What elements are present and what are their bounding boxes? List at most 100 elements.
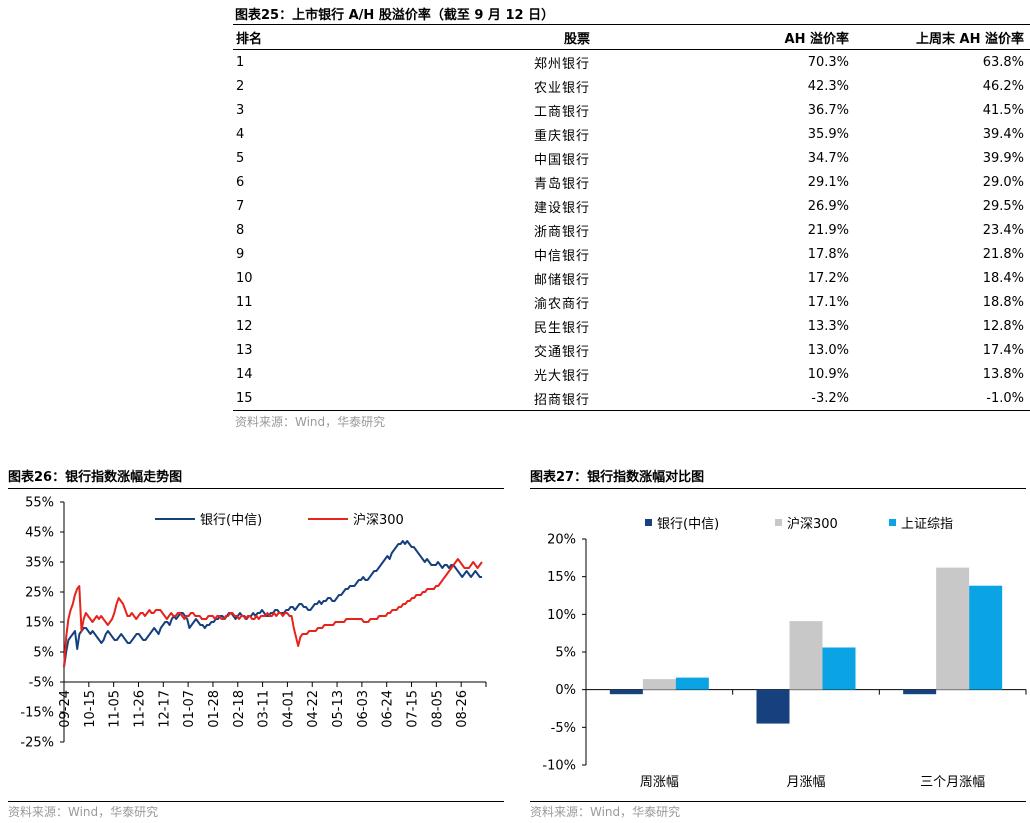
x-tick-label: 06-03 [356, 690, 371, 728]
category-label: 周涨幅 [640, 775, 679, 790]
cell-rank: 7 [236, 198, 245, 214]
cell-rank: 1 [236, 54, 245, 70]
cell-last-week-premium: 21.8% [982, 246, 1024, 262]
series-line-bank-index [63, 540, 482, 668]
x-tick-label: 02-18 [232, 690, 247, 728]
chart26-title: 图表26：银行指数涨幅走势图 [8, 470, 183, 485]
cell-last-week-premium: 18.8% [982, 294, 1024, 310]
x-tick-label: 08-05 [430, 690, 445, 728]
x-tick-label: 12-17 [157, 690, 172, 728]
x-tick-label: 04-22 [306, 690, 321, 728]
cell-rank: 6 [236, 174, 245, 190]
x-tick-label: 11-05 [108, 690, 123, 728]
cell-ah-premium: 10.9% [807, 366, 849, 382]
chart27-bottom-rule [530, 801, 1026, 802]
cell-stock: 交通银行 [533, 344, 590, 360]
cell-last-week-premium: 46.2% [982, 78, 1024, 94]
cell-stock: 工商银行 [533, 104, 590, 120]
cell-ah-premium: 35.9% [807, 126, 849, 142]
table-row: 4 重庆银行 35.9% 39.4% [233, 122, 1030, 146]
cell-ah-premium: 26.9% [807, 198, 849, 214]
y-tick-label: 0% [555, 683, 576, 698]
y-tick-label: 25% [25, 586, 54, 601]
cell-last-week-premium: 13.8% [982, 366, 1024, 382]
cell-last-week-premium: 12.8% [982, 318, 1024, 334]
table-row: 9 中信银行 17.8% 21.8% [233, 242, 1030, 266]
y-tick-label: 55% [25, 496, 54, 511]
cell-stock: 民生银行 [533, 320, 590, 336]
bar-sse-composite [969, 585, 1003, 690]
y-tick-label: -25% [20, 736, 54, 751]
cell-stock: 招商银行 [533, 392, 590, 408]
cell-last-week-premium: 23.4% [982, 222, 1024, 238]
cell-rank: 11 [236, 294, 253, 310]
cell-ah-premium: 17.8% [807, 246, 849, 262]
cell-last-week-premium: 18.4% [982, 270, 1024, 286]
cell-stock: 中信银行 [533, 248, 590, 264]
cell-stock: 渝农商行 [533, 296, 590, 312]
cell-rank: 12 [236, 318, 253, 334]
cell-ah-premium: 70.3% [807, 54, 849, 70]
bar-csi300 [936, 567, 970, 690]
cell-rank: 2 [236, 78, 245, 94]
table-row: 6 青岛银行 29.1% 29.0% [233, 170, 1030, 194]
cell-stock: 重庆银行 [533, 128, 590, 144]
cell-stock: 邮储银行 [533, 272, 590, 288]
cell-stock: 中国银行 [533, 152, 590, 168]
y-tick-label: 5% [33, 646, 54, 661]
x-tick-label: 01-28 [207, 690, 222, 728]
chart26-source: 资料来源：Wind，华泰研究 [8, 805, 159, 819]
bar-chart-bank-index: 20% 15% 10% 5% 0% -5% -10% 周涨幅 月涨幅 三个月涨幅 银行(中信) 沪深3… [542, 516, 1027, 790]
cell-last-week-premium: 39.9% [982, 150, 1024, 166]
cell-last-week-premium: 41.5% [982, 102, 1024, 118]
table-row: 5 中国银行 34.7% 39.9% [233, 146, 1030, 170]
table-row: 1 郑州银行 70.3% 63.8% [233, 50, 1030, 75]
x-tick-label: 09-24 [58, 690, 73, 728]
bar-bank-index [609, 689, 643, 695]
cell-rank: 8 [236, 222, 245, 238]
cell-last-week-premium: 63.8% [982, 54, 1024, 70]
chart27-title: 图表27：银行指数涨幅对比图 [530, 470, 705, 485]
table-row: 11 渝农商行 17.1% 18.8% [233, 290, 1030, 314]
y-tick-label: 5% [555, 646, 576, 661]
ah-premium-table: 排名 股票 AH 溢价率 上周末 AH 溢价率 1 郑州银行 70.3% 63.8% 2… [233, 24, 1030, 411]
table-row: 13 交通银行 13.0% 17.4% [233, 338, 1030, 362]
y-tick-label: 15% [25, 616, 54, 631]
cell-stock: 农业银行 [533, 80, 590, 96]
cell-last-week-premium: 29.0% [982, 174, 1024, 190]
x-tick-label: 01-07 [182, 690, 197, 728]
bar-csi300 [642, 679, 676, 690]
x-tick-label: 04-01 [281, 690, 296, 728]
cell-stock: 青岛银行 [533, 176, 590, 192]
cell-stock: 光大银行 [533, 368, 590, 384]
chart26-bottom-rule [8, 801, 504, 802]
table-row: 7 建设银行 26.9% 29.5% [233, 194, 1030, 218]
x-tick-label: 05-13 [331, 690, 346, 728]
bar-sse-composite [822, 647, 856, 690]
cell-last-week-premium: 29.5% [982, 198, 1024, 214]
cell-ah-premium: 13.0% [807, 342, 849, 358]
x-tick-label: 08-26 [455, 690, 470, 728]
header-ah-premium: AH 溢价率 [784, 31, 849, 47]
y-tick-label: -10% [542, 759, 576, 774]
y-tick-label: -5% [551, 721, 576, 736]
cell-rank: 9 [236, 246, 245, 262]
legend-label: 沪深300 [353, 512, 404, 528]
cell-rank: 4 [236, 126, 245, 142]
cell-rank: 5 [236, 150, 245, 166]
cell-stock: 郑州银行 [533, 56, 590, 72]
table-source: 资料来源：Wind，华泰研究 [235, 415, 386, 429]
legend-label: 上证综指 [901, 517, 953, 532]
bar-bank-index [756, 689, 790, 724]
cell-ah-premium: 17.2% [807, 270, 849, 286]
x-tick-label: 06-24 [381, 690, 396, 728]
bar-csi300 [789, 621, 823, 690]
cell-ah-premium: -3.2% [811, 390, 849, 406]
cell-rank: 10 [236, 270, 253, 286]
header-last-week-premium: 上周末 AH 溢价率 [916, 31, 1024, 47]
bar-bank-index [903, 689, 937, 695]
header-rank: 排名 [236, 31, 263, 47]
table-header-row: 排名 股票 AH 溢价率 上周末 AH 溢价率 [233, 24, 1030, 50]
line-chart-bank-index: 55% 45% 35% 25% 15% 5% -5% -15% -25% 09-24 10-15 11… [20, 496, 487, 751]
cell-rank: 14 [236, 366, 253, 382]
